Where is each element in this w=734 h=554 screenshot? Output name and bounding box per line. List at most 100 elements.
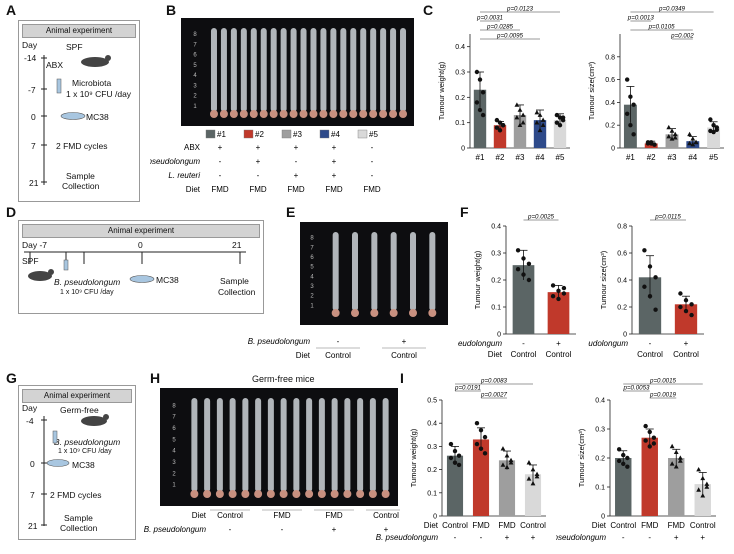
row-label: B. pseudolongum [556,533,606,542]
data-point [483,435,487,439]
y-tick-label: 0.2 [427,467,437,474]
data-point [561,115,565,119]
colon-strip [357,398,363,492]
row-label: B. pseudolongum [248,337,311,346]
data-point [498,128,502,132]
data-point [558,123,562,127]
row-value: - [480,533,483,542]
ruler-tick: 5 [310,265,314,271]
panel-g-diagram [0,380,150,550]
data-point [642,248,646,252]
chart-f-size: Tumour size(cm³)00.20.40.60.8p=0.0115B. … [588,204,734,368]
row-value: + [332,525,337,534]
y-tick-label: 0 [461,146,465,153]
category-label: #4 [536,153,545,162]
category-label: FMD [641,521,659,530]
data-point [449,442,453,446]
colon-end [309,110,317,118]
data-point [666,125,671,129]
row-value: FMD [287,185,305,194]
colon-end [339,110,347,118]
data-point [562,286,566,290]
data-point [516,248,520,252]
colon-end [240,110,248,118]
y-tick-label: 0 [611,146,615,153]
colon-strip [301,28,307,112]
colon-end [229,490,237,498]
colon-end [343,490,351,498]
row-value: + [505,533,510,542]
row-value: - [371,157,374,166]
y-tick-label: 0.4 [427,421,437,428]
p-value: p=0.0191 [454,385,481,392]
colon-end [300,110,308,118]
p-value: p=0.0013 [627,15,655,22]
colon-end [399,110,407,118]
ruler-tick: 4 [172,449,176,455]
y-axis-label: Tumour size(cm³) [587,61,596,120]
tube-icon [57,79,61,93]
category-label: Control [610,521,636,530]
group-color-swatch [320,130,329,138]
data-point [643,438,647,442]
data-point [652,142,656,146]
mouse-icon [81,55,111,67]
data-point [521,112,526,116]
row-value: + [218,143,223,152]
chart-i-size: Tumour size(cm³)00.10.20.30.4p=0.0015p=0… [556,370,734,554]
y-tick-label: 0.2 [491,278,501,285]
y-tick-label: 0 [601,514,605,521]
colon-strip [391,232,397,311]
row-value: - [229,525,232,534]
colon-end [254,490,262,498]
row-value: + [674,533,679,542]
chart-i-weight: Tumour weight(g) 0 0.1 0.2 0.3 0.4 0.5 p=0.0083… [370,370,562,554]
ruler-tick: 4 [310,274,314,280]
colon-strip [310,28,316,112]
category-label: #2 [647,153,656,162]
row-label: Diet [192,511,207,520]
p-value: p=0.0027 [480,392,508,399]
category-label: FMD [498,521,516,530]
colon-end [349,110,357,118]
row-label: Diet [296,351,311,360]
colon-strip [251,28,257,112]
data-point [518,107,523,111]
row-value: FMD [211,185,229,194]
panel-h-table: DietB. pseudolongumControl-FMD-FMD+Contr… [130,508,400,548]
category-label: Control [511,350,537,359]
data-point [457,463,461,467]
y-tick-label: 0.6 [617,251,627,258]
colon-strip [293,398,299,492]
category-label: #5 [556,153,565,162]
colon-strip [255,398,261,492]
y-tick-label: 0.8 [605,54,615,61]
category-label: #2 [496,153,505,162]
y-axis-label: Tumour size(cm³) [599,250,608,309]
group-label: #5 [369,130,378,139]
colon-strip [191,398,197,492]
data-point [479,447,483,451]
ruler-tick: 8 [310,236,314,242]
category-label: Control [520,521,546,530]
colon-end [280,110,288,118]
colon-strip [320,28,326,112]
row-value: - [522,339,525,348]
category-label: Control [637,350,663,359]
colon-end [241,490,249,498]
data-point [642,285,646,289]
data-point [653,308,657,312]
colon-end [216,490,224,498]
data-point [652,436,656,440]
data-point [556,289,560,293]
y-tick-label: 0.4 [595,398,605,405]
row-value: - [219,171,222,180]
panel-b-photo: 87654321 [181,18,414,126]
row-value: - [337,337,340,346]
data-point [670,444,675,448]
mouse-icon [81,414,109,426]
y-tick-label: 0.1 [595,485,605,492]
colon-end [329,110,337,118]
p-value: p=0.0019 [649,392,677,399]
data-point [687,132,692,136]
